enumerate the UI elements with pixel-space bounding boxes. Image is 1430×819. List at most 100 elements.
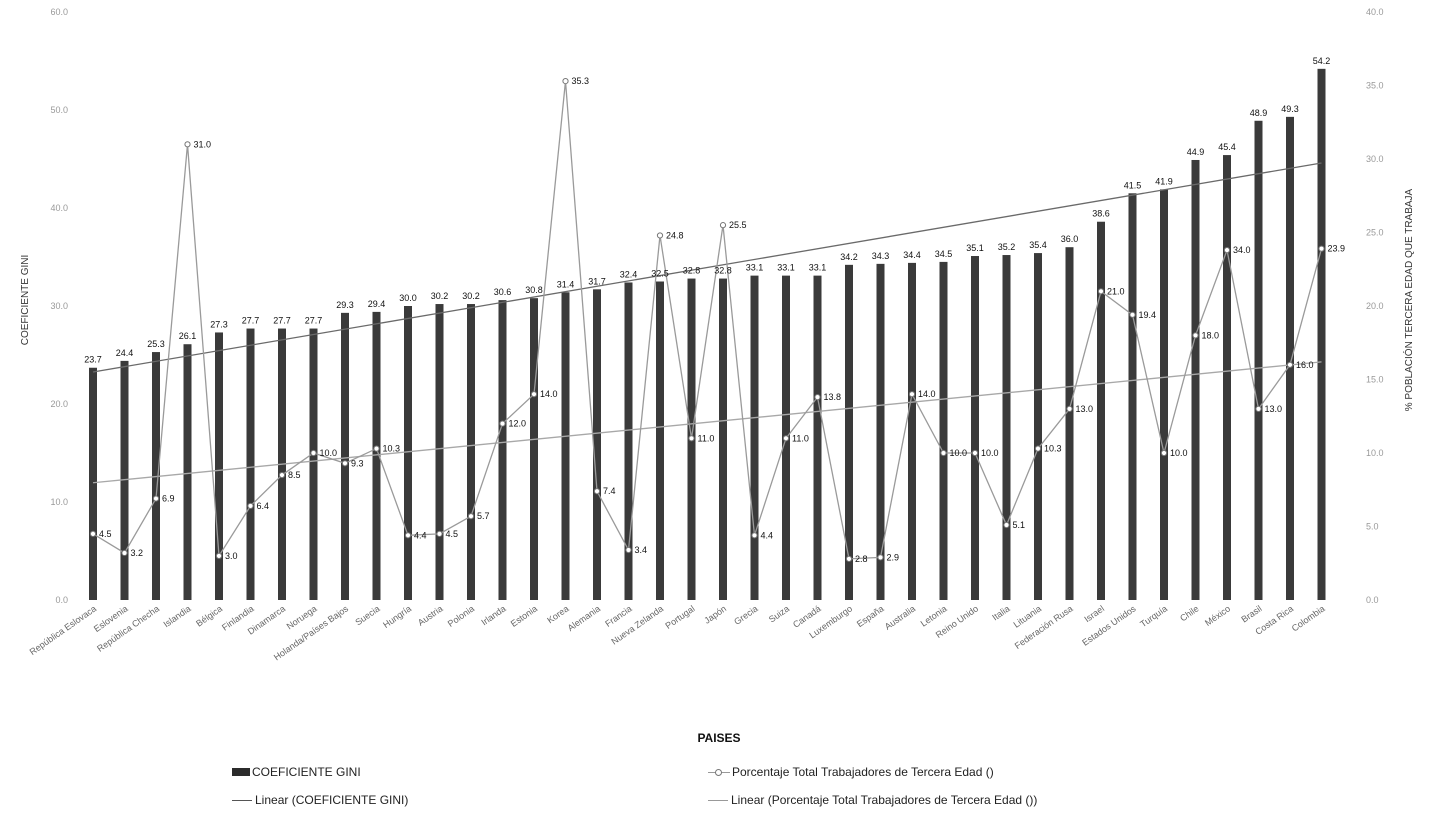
bar-series (89, 68, 1326, 601)
gini-bar (372, 311, 381, 600)
percentage-label: 23.9 (1328, 244, 1346, 254)
percentage-marker (908, 391, 916, 398)
category-label: Israel (1082, 603, 1106, 624)
percentage-label: 3.0 (225, 551, 238, 561)
gini-bar-label: 33.1 (809, 263, 827, 273)
category-label: Estonia (509, 603, 539, 628)
gini-bar-label: 30.8 (525, 285, 543, 295)
percentage-label: 10.3 (1044, 444, 1062, 454)
percentage-label: 25.5 (729, 220, 747, 230)
percentage-marker (971, 449, 979, 457)
percentage-marker (719, 222, 727, 229)
category-label: Polonia (446, 603, 476, 628)
gini-bar-label: 27.7 (242, 316, 260, 326)
percentage-trendline (92, 361, 1322, 484)
left-tick-label: 30.0 (50, 301, 68, 311)
category-label: Islandia (161, 603, 192, 629)
gini-bar-label: 26.1 (179, 331, 197, 341)
left-tick-label: 50.0 (50, 105, 68, 115)
percentage-marker (530, 391, 538, 398)
category-label: Hungría (381, 603, 413, 630)
gini-bar (1097, 221, 1105, 600)
gini-bar-label: 45.4 (1218, 142, 1236, 152)
gini-bar (656, 281, 664, 600)
legend-pct-trend: Linear (Porcentaje Total Trabajadores de… (708, 793, 1037, 807)
percentage-marker (1034, 445, 1042, 452)
percentage-label: 9.3 (351, 458, 364, 468)
gini-bar (89, 367, 97, 600)
percentage-label: 3.2 (131, 548, 144, 558)
right-tick-label: 15.0 (1366, 375, 1384, 385)
percentage-marker (341, 460, 349, 467)
gini-bar-label: 34.5 (935, 249, 953, 259)
category-label: Italia (990, 603, 1011, 622)
gini-bar (215, 332, 223, 600)
gini-bar (939, 261, 948, 600)
gini-bar-label: 33.1 (746, 263, 764, 273)
gini-bar-label: 41.9 (1155, 176, 1173, 186)
percentage-label: 31.0 (194, 139, 212, 149)
percentage-label: 18.0 (1202, 330, 1220, 340)
percentage-label: 10.0 (950, 448, 968, 458)
gini-bar-label: 31.4 (557, 279, 575, 289)
percentage-marker (940, 449, 947, 457)
gini-bar (1034, 253, 1042, 600)
gini-bar-label: 34.4 (903, 250, 921, 260)
right-tick-label: 10.0 (1366, 448, 1384, 458)
right-tick-label: 25.0 (1366, 228, 1384, 238)
category-label: México (1203, 603, 1232, 628)
percentage-marker (1097, 288, 1105, 295)
percentage-marker (1255, 405, 1262, 412)
percentage-label: 10.0 (1170, 448, 1188, 458)
percentage-label: 5.1 (1013, 520, 1026, 530)
gini-bar-label: 30.0 (399, 293, 417, 303)
gini-bar (1065, 247, 1074, 600)
percentage-marker (814, 394, 821, 401)
percentage-marker (688, 435, 695, 442)
legend-pct-line: Porcentaje Total Trabajadores de Tercera… (708, 765, 994, 779)
gini-bar (971, 256, 979, 600)
gini-bar (1002, 255, 1011, 601)
percentage-label: 4.5 (446, 529, 459, 539)
gini-bar (624, 282, 633, 600)
legend-pct-trend-swatch (708, 799, 728, 801)
percentage-label: 16.0 (1296, 360, 1314, 370)
legend-line-swatch (708, 767, 730, 777)
x-axis-title: PAISES (697, 731, 740, 745)
right-tick-label: 40.0 (1366, 7, 1384, 17)
gini-bar-label: 25.3 (147, 339, 165, 349)
percentage-label: 4.4 (414, 530, 427, 540)
gini-bar-label: 27.7 (273, 316, 291, 326)
percentage-label: 2.8 (855, 554, 868, 564)
percentage-marker (1160, 449, 1168, 457)
gini-trend-line (92, 162, 1322, 373)
gini-bar-label: 48.9 (1250, 108, 1268, 118)
percentage-label: 19.4 (1139, 310, 1157, 320)
gini-bar (1254, 120, 1263, 600)
gini-bar (1160, 189, 1168, 600)
right-tick-label: 30.0 (1366, 154, 1384, 164)
gini-bar-label: 27.3 (210, 319, 228, 329)
percentage-marker (373, 445, 380, 452)
percentage-marker (1129, 311, 1136, 318)
gini-bar (467, 304, 475, 600)
percentage-label: 10.0 (320, 448, 338, 458)
category-label: Turquía (1138, 603, 1169, 629)
gini-bar (813, 275, 822, 600)
category-label: Estados Unidos (1080, 603, 1138, 648)
gini-bar-label: 34.2 (840, 252, 858, 262)
legend-gini-trend-label: Linear (COEFICIENTE GINI) (255, 793, 409, 807)
gini-bar (246, 328, 255, 600)
gini-bar-label: 23.7 (84, 355, 102, 365)
percentage-label: 4.4 (761, 530, 774, 540)
gini-bar-label: 32.5 (651, 269, 669, 279)
category-label: Chile (1178, 603, 1201, 623)
gini-bar-label: 24.4 (116, 348, 134, 358)
percentage-label: 5.7 (477, 511, 490, 521)
gini-bar-label: 38.6 (1092, 209, 1110, 219)
gini-bar (908, 262, 916, 600)
gini-bar (341, 312, 349, 600)
category-label: Japón (702, 603, 728, 625)
category-label: Brasil (1239, 603, 1263, 624)
